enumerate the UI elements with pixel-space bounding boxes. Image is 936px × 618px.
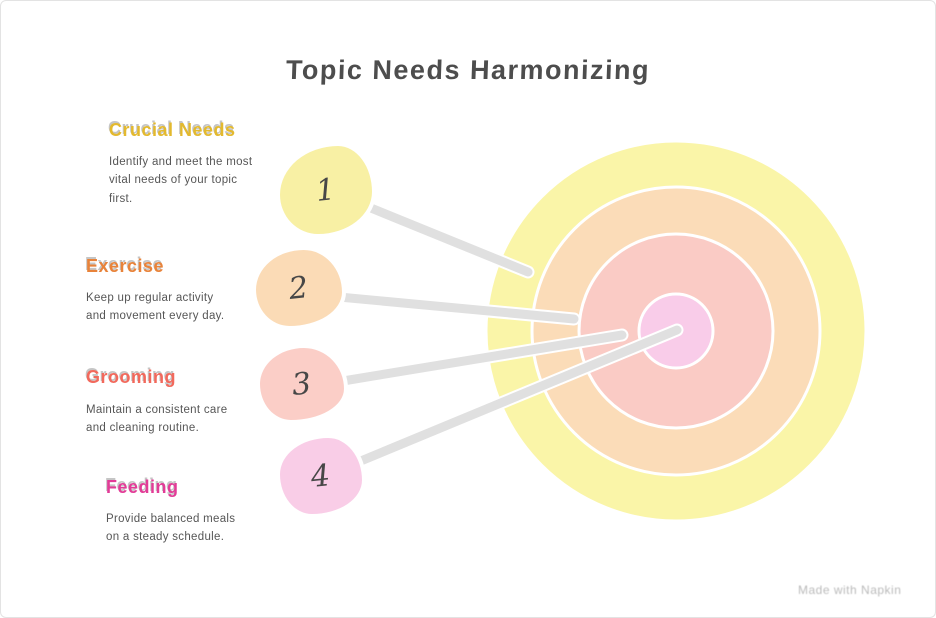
section-description-feeding: Provide balanced meals on a steady sched…: [106, 513, 236, 544]
section-description-exercise: Keep up regular activity and movement ev…: [86, 292, 225, 323]
section-description-grooming: Maintain a consistent care and cleaning …: [86, 404, 228, 435]
connector-line-1: [361, 201, 533, 277]
section-label-grooming: Grooming: [86, 367, 176, 387]
watermark: Made with Napkin: [798, 583, 902, 597]
connector-line-3: [338, 330, 627, 386]
section-description-crucial-needs: Identify and meet the most vital needs o…: [109, 156, 253, 205]
connector-line-2: [334, 292, 579, 324]
numbered-blob-3: 3: [256, 344, 348, 424]
blob-number-2: 2: [287, 269, 311, 307]
numbered-blob-2: 2: [252, 246, 346, 330]
numbered-blob-1: 1: [276, 142, 376, 238]
blob-number-1: 1: [314, 171, 338, 209]
blob-number-3: 3: [290, 365, 314, 403]
connector-line-4: [351, 325, 682, 468]
numbered-blob-4: 4: [276, 434, 366, 518]
blob-number-4: 4: [309, 457, 333, 495]
section-label-feeding: Feeding: [106, 477, 179, 497]
section-label-exercise: Exercise: [86, 256, 165, 276]
section-label-crucial-needs: Crucial Needs: [109, 120, 236, 140]
